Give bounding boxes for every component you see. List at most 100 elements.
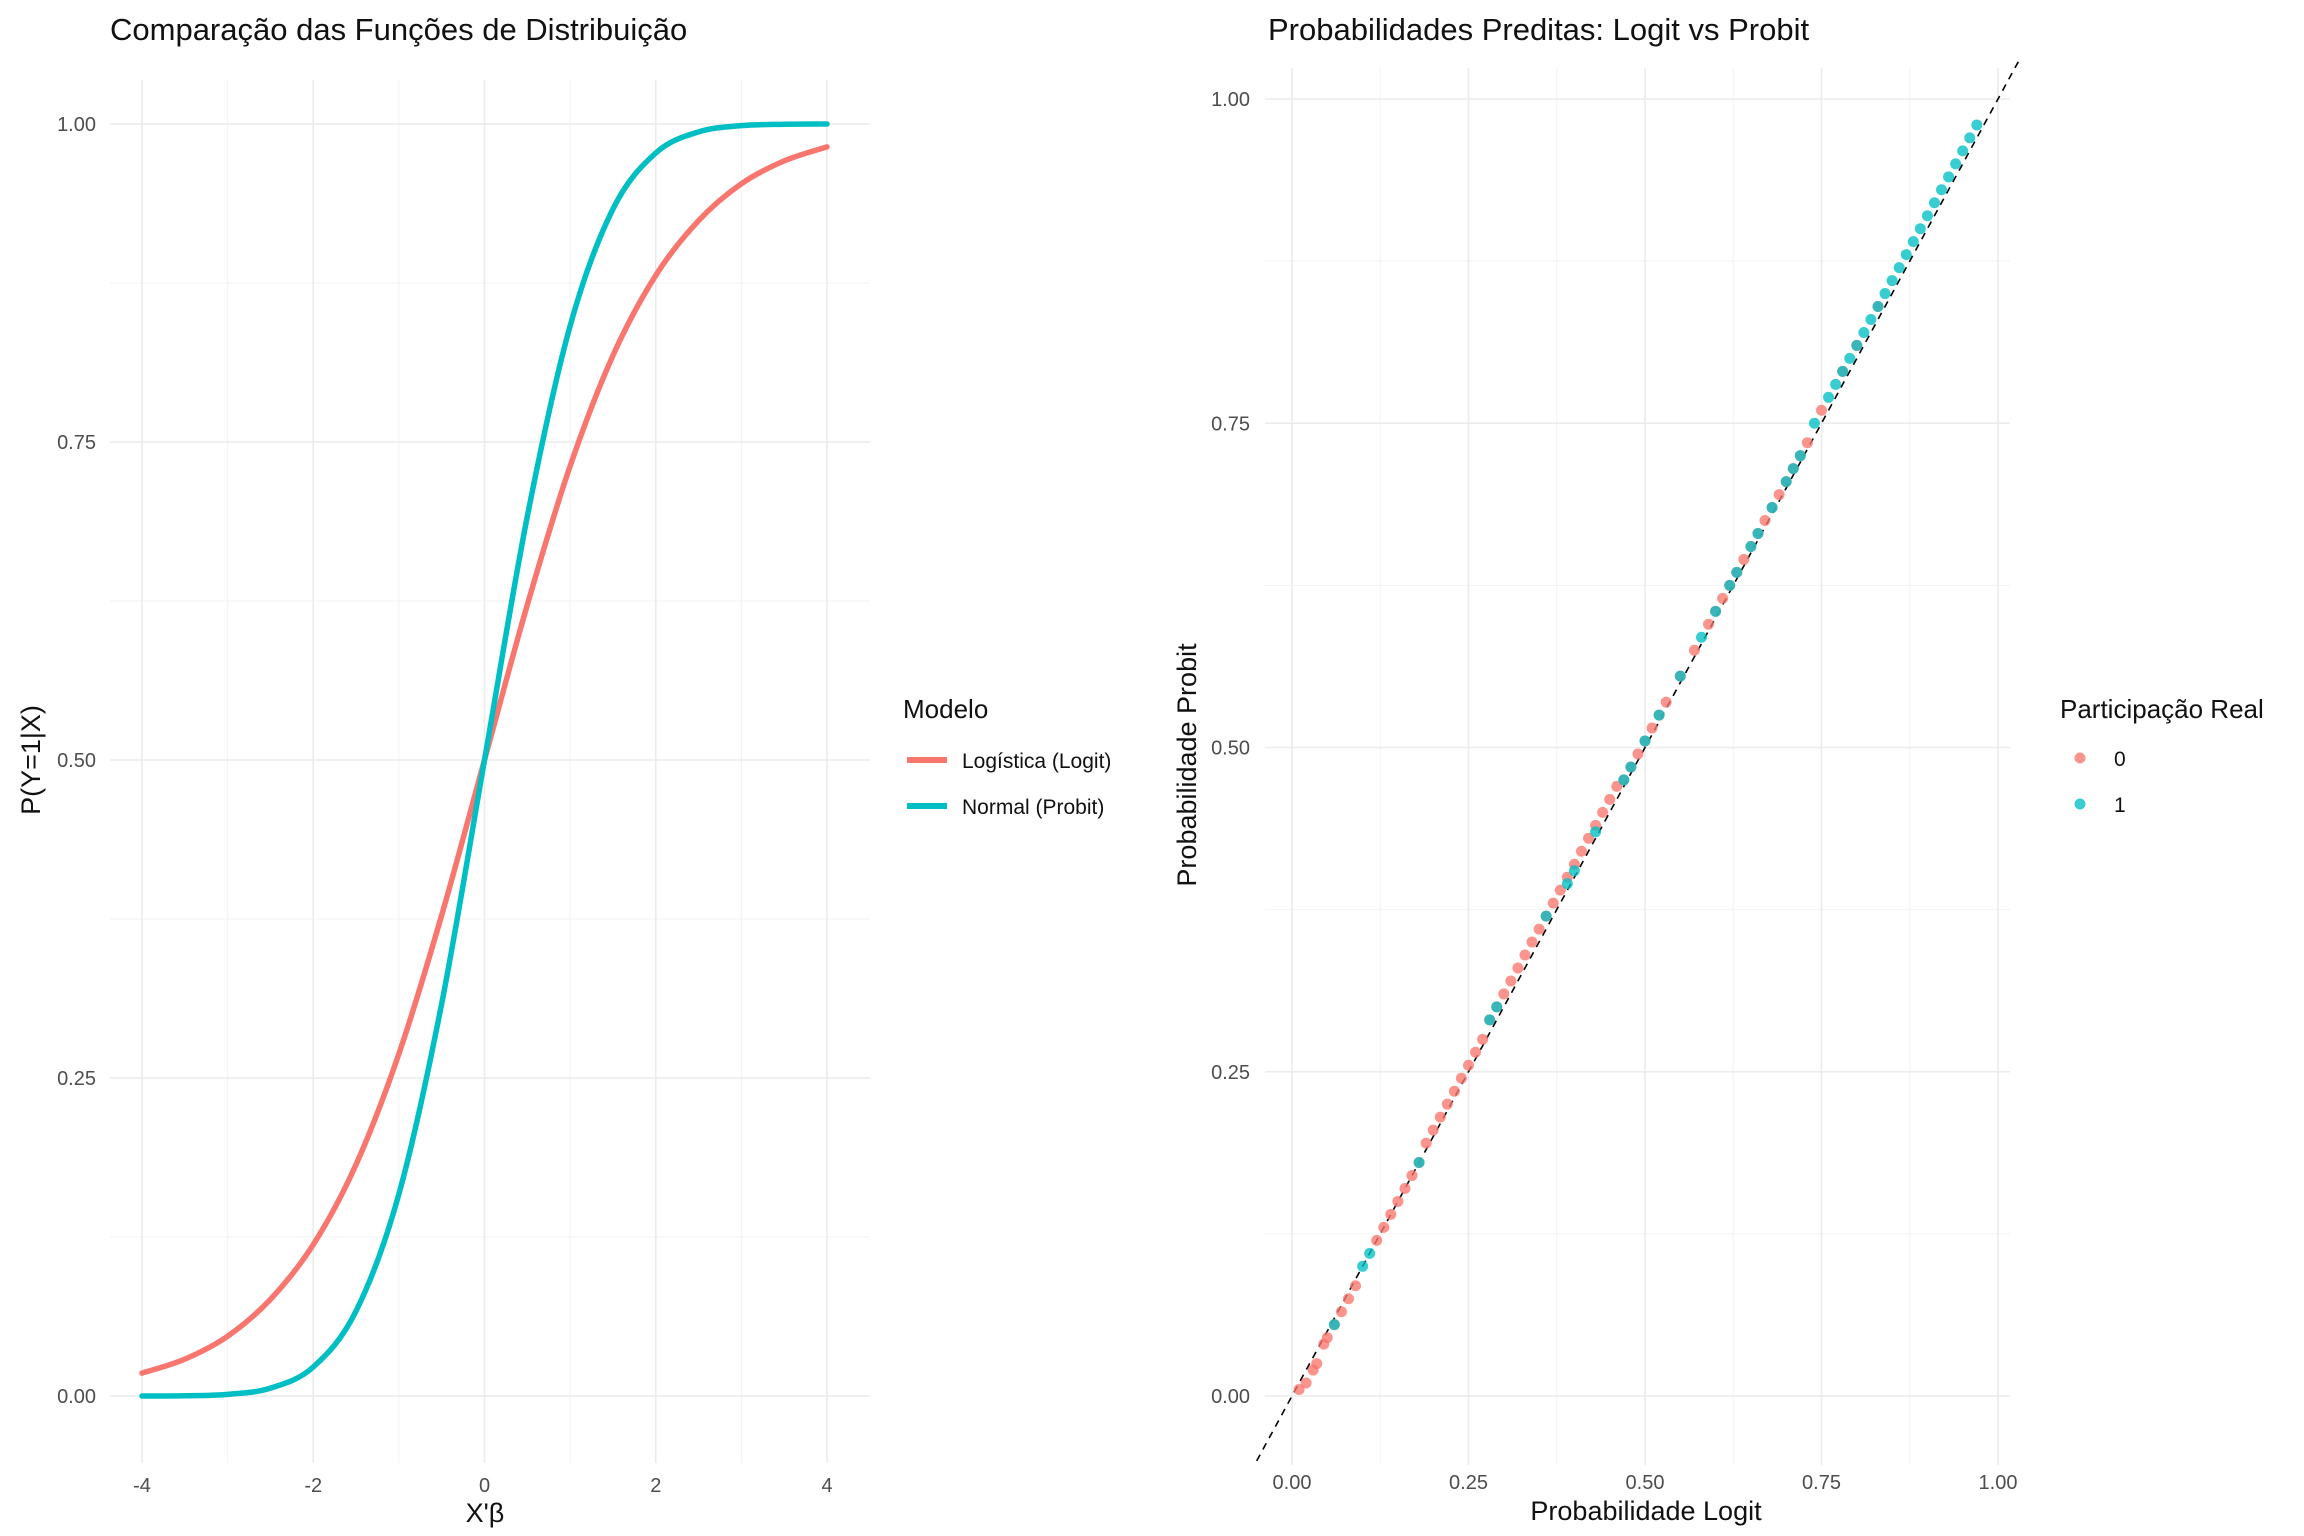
y-tick-label: 0.00 xyxy=(57,1386,96,1408)
legend-label-probit: Normal (Probit) xyxy=(962,796,1104,819)
scatter-point-class-1 xyxy=(1964,132,1976,144)
scatter-point-class-0 xyxy=(1801,437,1813,449)
cdf-comparison-panel: Comparação das Funções de Distribuição -… xyxy=(16,12,1111,1528)
scatter-point-class-1 xyxy=(1950,158,1962,170)
scatter-point-class-1 xyxy=(1794,450,1806,462)
legend-label-logit: Logística (Logit) xyxy=(962,750,1111,773)
scatter-point-class-1 xyxy=(1413,1157,1425,1169)
cdf-chart-title: Comparação das Funções de Distribuição xyxy=(110,12,687,47)
x-tick-label: 0.25 xyxy=(1449,1472,1488,1494)
scatter-point-class-1 xyxy=(1357,1260,1369,1272)
scatter-legend-title: Participação Real xyxy=(2060,694,2264,724)
y-tick-label: 0.25 xyxy=(57,1068,96,1090)
x-tick-label: 4 xyxy=(821,1475,832,1497)
scatter-point-class-0 xyxy=(1311,1358,1323,1370)
scatter-point-class-1 xyxy=(1328,1319,1340,1331)
scatter-point-class-0 xyxy=(1406,1170,1418,1182)
scatter-point-class-1 xyxy=(1364,1247,1376,1259)
scatter-point-class-0 xyxy=(1505,975,1517,987)
scatter-points xyxy=(1293,119,1983,1396)
legend-key-class-1 xyxy=(2074,798,2086,810)
scatter-point-class-0 xyxy=(1470,1046,1482,1058)
scatter-point-class-1 xyxy=(1921,210,1933,222)
scatter-point-class-0 xyxy=(1399,1182,1411,1194)
cdf-y-tick-labels: 0.00 0.25 0.50 0.75 1.00 xyxy=(57,114,96,1408)
scatter-point-class-1 xyxy=(1823,391,1835,403)
scatter-point-class-0 xyxy=(1611,780,1623,792)
y-tick-label: 1.00 xyxy=(1211,89,1250,111)
scatter-point-class-0 xyxy=(1526,936,1538,948)
scatter-point-class-1 xyxy=(1484,1014,1496,1026)
scatter-legend: Participação Real 0 1 xyxy=(2060,694,2264,817)
legend-label-class-1: 1 xyxy=(2114,794,2126,817)
scatter-point-class-0 xyxy=(1420,1137,1432,1149)
scatter-point-class-1 xyxy=(1971,119,1983,131)
scatter-chart-title: Probabilidades Preditas: Logit vs Probit xyxy=(1268,12,1809,47)
scatter-point-class-0 xyxy=(1350,1280,1362,1292)
scatter-point-class-0 xyxy=(1427,1124,1439,1136)
scatter-point-class-0 xyxy=(1759,515,1771,527)
scatter-point-class-1 xyxy=(1893,262,1905,274)
scatter-point-class-0 xyxy=(1717,592,1729,604)
scatter-point-class-0 xyxy=(1463,1059,1474,1071)
scatter-point-class-0 xyxy=(1293,1384,1305,1396)
scatter-point-class-1 xyxy=(1653,709,1665,721)
scatter-point-class-0 xyxy=(1321,1332,1333,1344)
scatter-point-class-0 xyxy=(1575,845,1587,857)
cdf-y-axis-title: P(Y=1|X) xyxy=(16,705,46,815)
cdf-x-tick-labels: -4 -2 0 2 4 xyxy=(133,1475,832,1497)
cdf-series-lines xyxy=(139,121,830,1399)
scatter-point-class-1 xyxy=(1865,313,1877,325)
scatter-point-class-1 xyxy=(1900,249,1912,261)
scatter-point-class-0 xyxy=(1392,1195,1404,1207)
scatter-point-class-0 xyxy=(1512,962,1524,974)
scatter-point-class-1 xyxy=(1907,236,1919,248)
scatter-point-class-1 xyxy=(1872,301,1884,313)
predicted-probabilities-panel: Probabilidades Preditas: Logit vs Probit… xyxy=(1172,12,2264,1526)
scatter-point-class-0 xyxy=(1816,404,1827,416)
scatter-point-class-1 xyxy=(1724,579,1736,591)
scatter-point-class-0 xyxy=(1498,988,1510,1000)
x-tick-label: 0.75 xyxy=(1802,1472,1841,1494)
scatter-point-class-1 xyxy=(1731,566,1743,578)
y-tick-label: 0.75 xyxy=(57,432,96,454)
scatter-point-class-1 xyxy=(1830,378,1842,390)
scatter-point-class-1 xyxy=(1568,865,1580,877)
scatter-point-class-1 xyxy=(1914,223,1926,235)
scatter-point-class-1 xyxy=(1858,326,1870,338)
scatter-point-class-0 xyxy=(1519,949,1531,961)
scatter-point-class-1 xyxy=(1787,463,1799,475)
cdf-x-axis-title: X'β xyxy=(466,1498,505,1528)
scatter-point-class-1 xyxy=(1936,184,1948,196)
scatter-point-class-0 xyxy=(1547,897,1559,909)
x-tick-label: 2 xyxy=(650,1475,661,1497)
scatter-point-class-1 xyxy=(1837,365,1849,377)
x-tick-label: 0.50 xyxy=(1626,1472,1665,1494)
scatter-y-axis-title: Probabilidade Probit xyxy=(1172,643,1202,887)
scatter-point-class-0 xyxy=(1583,832,1595,844)
scatter-point-class-0 xyxy=(1660,696,1672,708)
scatter-point-class-0 xyxy=(1448,1085,1460,1097)
x-tick-label: 1.00 xyxy=(1979,1472,2018,1494)
x-tick-label: -2 xyxy=(304,1475,322,1497)
scatter-point-class-0 xyxy=(1533,923,1545,935)
scatter-point-class-1 xyxy=(1851,339,1863,351)
scatter-point-class-0 xyxy=(1335,1306,1347,1318)
scatter-point-class-1 xyxy=(1879,288,1891,300)
scatter-y-tick-labels: 0.00 0.25 0.50 0.75 1.00 xyxy=(1211,89,1250,1408)
scatter-point-class-0 xyxy=(1385,1208,1397,1220)
scatter-point-class-1 xyxy=(1886,275,1898,287)
scatter-point-class-1 xyxy=(1745,540,1757,552)
scatter-point-class-1 xyxy=(1844,352,1856,364)
scatter-x-tick-labels: 0.00 0.25 0.50 0.75 1.00 xyxy=(1273,1472,2018,1494)
scatter-point-class-0 xyxy=(1455,1072,1467,1084)
scatter-point-class-1 xyxy=(1957,145,1969,157)
scatter-grid xyxy=(1265,68,2010,1465)
scatter-point-class-1 xyxy=(1928,197,1940,209)
scatter-point-class-1 xyxy=(1752,527,1764,539)
scatter-point-class-0 xyxy=(1378,1221,1390,1233)
scatter-point-class-1 xyxy=(1710,605,1722,617)
scatter-point-class-0 xyxy=(1703,618,1715,630)
